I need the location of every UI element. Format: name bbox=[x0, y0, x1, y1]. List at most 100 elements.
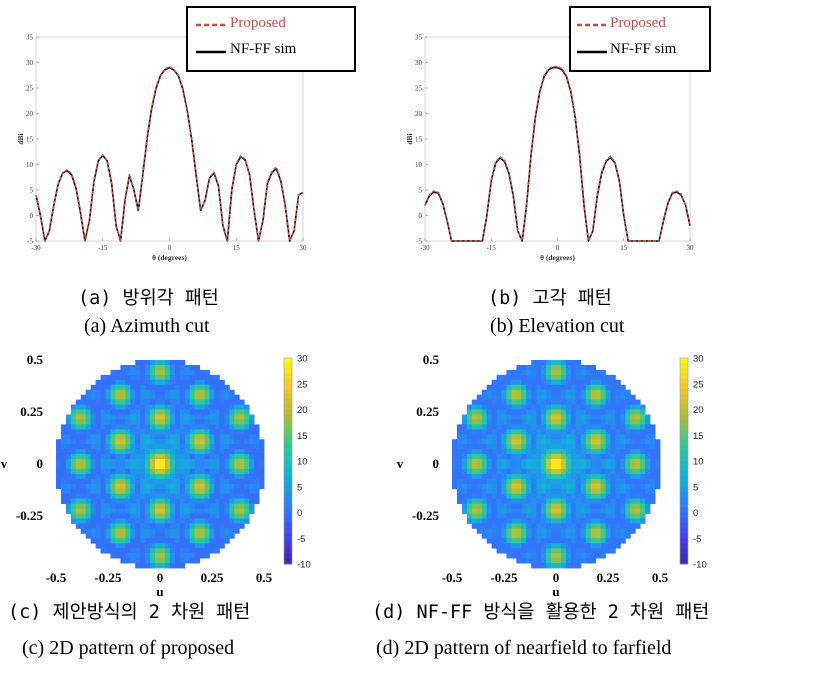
v-tick-label: 0.25 bbox=[20, 404, 43, 419]
colorbar-segment bbox=[680, 373, 688, 380]
heatmap-cell bbox=[541, 493, 547, 500]
heatmap-cell bbox=[501, 419, 507, 425]
heatmap-cell bbox=[140, 399, 146, 405]
heatmap-cell bbox=[95, 414, 101, 420]
heatmap-cell bbox=[516, 379, 522, 386]
heatmap-cell bbox=[511, 399, 517, 405]
heatmap-cell bbox=[174, 429, 181, 435]
heatmap-cell bbox=[164, 439, 171, 445]
heatmap-cell bbox=[189, 468, 196, 475]
heatmap-cell bbox=[224, 389, 230, 396]
heatmap-cell bbox=[496, 528, 502, 534]
heatmap-cell bbox=[249, 434, 255, 440]
heatmap-cell bbox=[620, 399, 626, 405]
heatmap-cell bbox=[516, 369, 522, 376]
heatmap-cell bbox=[595, 518, 601, 524]
heatmap-cell bbox=[560, 563, 567, 569]
heatmap-cell bbox=[184, 498, 191, 505]
heatmap-cell bbox=[110, 419, 116, 425]
heatmap-cell bbox=[625, 454, 631, 460]
heatmap-cell bbox=[80, 449, 87, 455]
heatmap-cell bbox=[184, 374, 191, 381]
heatmap-cell bbox=[491, 523, 497, 529]
heatmap-cell bbox=[466, 419, 473, 425]
heatmap-cell bbox=[531, 553, 537, 559]
heatmap-cell bbox=[65, 419, 72, 425]
heatmap-cell bbox=[100, 473, 106, 480]
colorbar-segment bbox=[284, 363, 292, 369]
heatmap-cell bbox=[140, 468, 146, 475]
heatmap-cell bbox=[174, 454, 181, 460]
heatmap-cell bbox=[511, 419, 517, 425]
heatmap-cell bbox=[570, 528, 577, 534]
heatmap-cell bbox=[516, 374, 522, 381]
heatmap-cell bbox=[620, 424, 626, 430]
heatmap-cell bbox=[169, 518, 176, 524]
heatmap-cell bbox=[174, 498, 181, 505]
heatmap-cell bbox=[536, 434, 542, 440]
heatmap-cell bbox=[234, 493, 240, 500]
heatmap-cell bbox=[95, 419, 101, 425]
heatmap-cell bbox=[174, 389, 181, 396]
heatmap-cell bbox=[120, 528, 126, 534]
heatmap-cell bbox=[204, 533, 210, 539]
heatmap-cell bbox=[145, 384, 151, 391]
heatmap-cell bbox=[100, 454, 106, 460]
heatmap-cell bbox=[551, 553, 557, 559]
heatmap-cell bbox=[60, 473, 67, 480]
heatmap-cell bbox=[80, 404, 87, 410]
heatmap-cell bbox=[620, 409, 626, 415]
heatmap-cell bbox=[610, 493, 616, 500]
heatmap-cell bbox=[536, 369, 542, 376]
heatmap-cell bbox=[575, 538, 582, 544]
heatmap-cell bbox=[199, 493, 205, 500]
heatmap-cell bbox=[570, 424, 577, 430]
heatmap-cell bbox=[506, 419, 512, 425]
heatmap-cell bbox=[145, 538, 151, 544]
heatmap-cell bbox=[560, 394, 567, 401]
heatmap-cell bbox=[486, 439, 493, 445]
heatmap-cell bbox=[506, 449, 512, 455]
heatmap-cell bbox=[452, 459, 458, 465]
heatmap-cell bbox=[150, 533, 156, 539]
heatmap-cell bbox=[531, 508, 537, 514]
heatmap-cell bbox=[615, 493, 621, 500]
heatmap-cell bbox=[130, 369, 136, 376]
heatmap-cell bbox=[219, 449, 225, 455]
heatmap-cell bbox=[481, 434, 488, 440]
heatmap-cell bbox=[585, 369, 592, 376]
heatmap-cell bbox=[556, 464, 562, 470]
heatmap-cell bbox=[174, 563, 181, 569]
heatmap-cell bbox=[150, 503, 156, 509]
heatmap-cell bbox=[491, 468, 497, 475]
heatmap-cell bbox=[456, 464, 463, 470]
heatmap-cell bbox=[496, 513, 502, 519]
heatmap-cell bbox=[150, 360, 156, 366]
heatmap-cell bbox=[645, 414, 651, 420]
heatmap-cell bbox=[209, 498, 215, 505]
heatmap-cell bbox=[150, 389, 156, 396]
heatmap-cell bbox=[125, 543, 131, 549]
y-tick-label: -5 bbox=[27, 238, 33, 246]
heatmap-cell bbox=[160, 493, 166, 500]
heatmap-cell bbox=[575, 523, 582, 529]
heatmap-cell bbox=[452, 473, 458, 480]
heatmap-cell bbox=[120, 459, 126, 465]
heatmap-cell bbox=[531, 498, 537, 505]
colorbar-segment bbox=[284, 543, 292, 550]
heatmap-cell bbox=[595, 409, 601, 415]
heatmap-cell bbox=[125, 429, 131, 435]
heatmap-cell bbox=[565, 553, 572, 559]
heatmap-cell bbox=[189, 493, 196, 500]
heatmap-cell bbox=[145, 523, 151, 529]
heatmap-cell bbox=[605, 513, 611, 519]
heatmap-cell bbox=[229, 429, 235, 435]
heatmap-cell bbox=[605, 518, 611, 524]
heatmap-cell bbox=[95, 464, 101, 470]
heatmap-cell bbox=[501, 374, 507, 381]
heatmap-cell bbox=[531, 369, 537, 376]
heatmap-cell bbox=[194, 414, 201, 420]
heatmap-cell bbox=[234, 444, 240, 450]
heatmap-cell bbox=[595, 464, 601, 470]
heatmap-cell bbox=[565, 464, 572, 470]
